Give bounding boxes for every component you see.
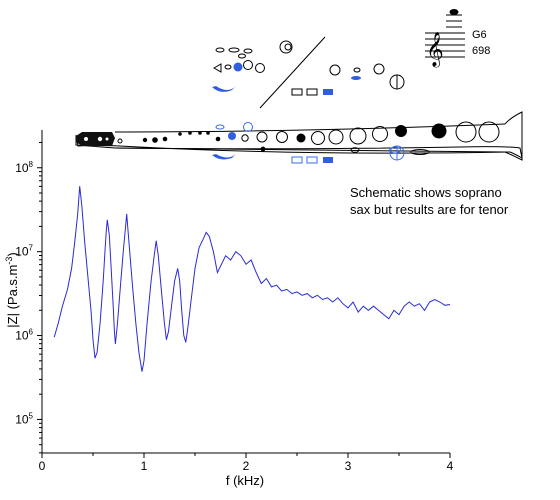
x-tick-label: 3 (345, 459, 352, 473)
y-axis-label-end: ) (5, 252, 20, 256)
saxophone-lower-edge (114, 147, 506, 153)
tone-hole (188, 131, 192, 135)
small-key-blue (351, 76, 361, 80)
divider-line (259, 36, 326, 109)
tone-hole (162, 136, 168, 142)
tone-hole-open (311, 131, 325, 145)
mouthpiece-hole-3 (105, 137, 109, 141)
tone-hole (260, 146, 266, 152)
low-key-echo (306, 156, 318, 164)
finger-key (255, 63, 265, 73)
tone-hole-open (276, 131, 288, 143)
side-key (212, 63, 222, 73)
lower-key (350, 147, 360, 153)
palm-key (243, 48, 253, 54)
tone-hole (206, 131, 210, 135)
thumb-rest-blue (212, 86, 236, 92)
fingering-chart (212, 36, 405, 164)
tone-hole-open (328, 129, 344, 145)
plot-area: 0 1 2 3 4 105 106 107 108 (15, 130, 454, 473)
mouthpiece (76, 132, 115, 146)
low-key (291, 88, 303, 96)
palm-key-echo (215, 124, 225, 130)
tone-hole-open (256, 131, 268, 143)
tone-hole-blue (228, 132, 236, 140)
octave-key-inner (284, 43, 292, 51)
y-axis-label: |Z| (Pa.s.m-3) (4, 252, 20, 327)
tone-hole (152, 137, 158, 143)
tone-hole-closed (296, 133, 306, 143)
treble-clef-icon: 𝄞 (426, 32, 444, 68)
x-axis-ticks: 0 1 2 3 4 (39, 453, 454, 473)
tone-hole (178, 132, 182, 136)
octave-key (279, 40, 293, 54)
note-frequency: 698 (472, 45, 490, 57)
tone-hole-closed (431, 123, 447, 139)
low-key-echo (291, 156, 303, 164)
caption-line-2: sax but results are for tenor (350, 202, 509, 217)
low-key-echo-filled (323, 157, 333, 163)
lower-key (410, 149, 430, 155)
note-indicator: 𝄞 G6 698 (425, 9, 490, 68)
tone-hole (117, 138, 123, 144)
saxophone-bell-flare (504, 111, 523, 161)
palm-key (215, 47, 225, 53)
tone-hole-open (455, 121, 477, 143)
saxophone-body (75, 134, 523, 159)
tone-hole (215, 136, 221, 142)
note-head (449, 9, 459, 15)
x-tick-label: 2 (243, 459, 250, 473)
mouthpiece-hole-1 (84, 137, 88, 141)
low-key (306, 88, 318, 96)
y-tick-label: 106 (15, 328, 33, 343)
y-tick-label: 107 (15, 244, 33, 259)
tone-hole-closed (395, 125, 407, 137)
x-tick-label: 4 (447, 459, 454, 473)
x-tick-label: 0 (39, 459, 46, 473)
x-tick-label: 1 (141, 459, 148, 473)
saxophone-schematic (75, 111, 523, 161)
finger-key-blue (233, 62, 243, 72)
mouthpiece-hole-2 (97, 136, 103, 142)
y-tick-label: 108 (15, 160, 33, 175)
caption-line-1: Schematic shows soprano (350, 185, 502, 200)
impedance-curve (53, 186, 451, 372)
y-tick-label: 105 (15, 411, 33, 426)
tone-hole (198, 131, 202, 135)
finger-key (243, 60, 253, 70)
palm-key (238, 53, 246, 59)
saxophone-upper-edge (114, 123, 506, 133)
note-name: G6 (472, 29, 487, 41)
tone-hole-open (478, 121, 500, 143)
y-axis-label-main: |Z| (Pa.s.m (5, 265, 20, 328)
palm-key (228, 47, 240, 53)
lower-key-blue (389, 146, 401, 154)
small-key (353, 67, 361, 73)
finger-key-echo (243, 122, 253, 132)
finger-key (373, 63, 385, 75)
x-axis-label: f (kHz) (226, 473, 264, 488)
finger-key (329, 64, 341, 76)
tone-hole (142, 137, 148, 143)
y-axis-label-exponent: -3 (4, 257, 14, 265)
small-key (224, 64, 232, 70)
tone-hole-open (372, 126, 388, 142)
thumb-rest-echo (212, 154, 236, 160)
tone-hole-open (349, 127, 367, 145)
tone-hole-open (241, 134, 249, 142)
y-axis-ticks: 105 106 107 108 (15, 141, 42, 454)
low-key-blue (323, 89, 333, 95)
